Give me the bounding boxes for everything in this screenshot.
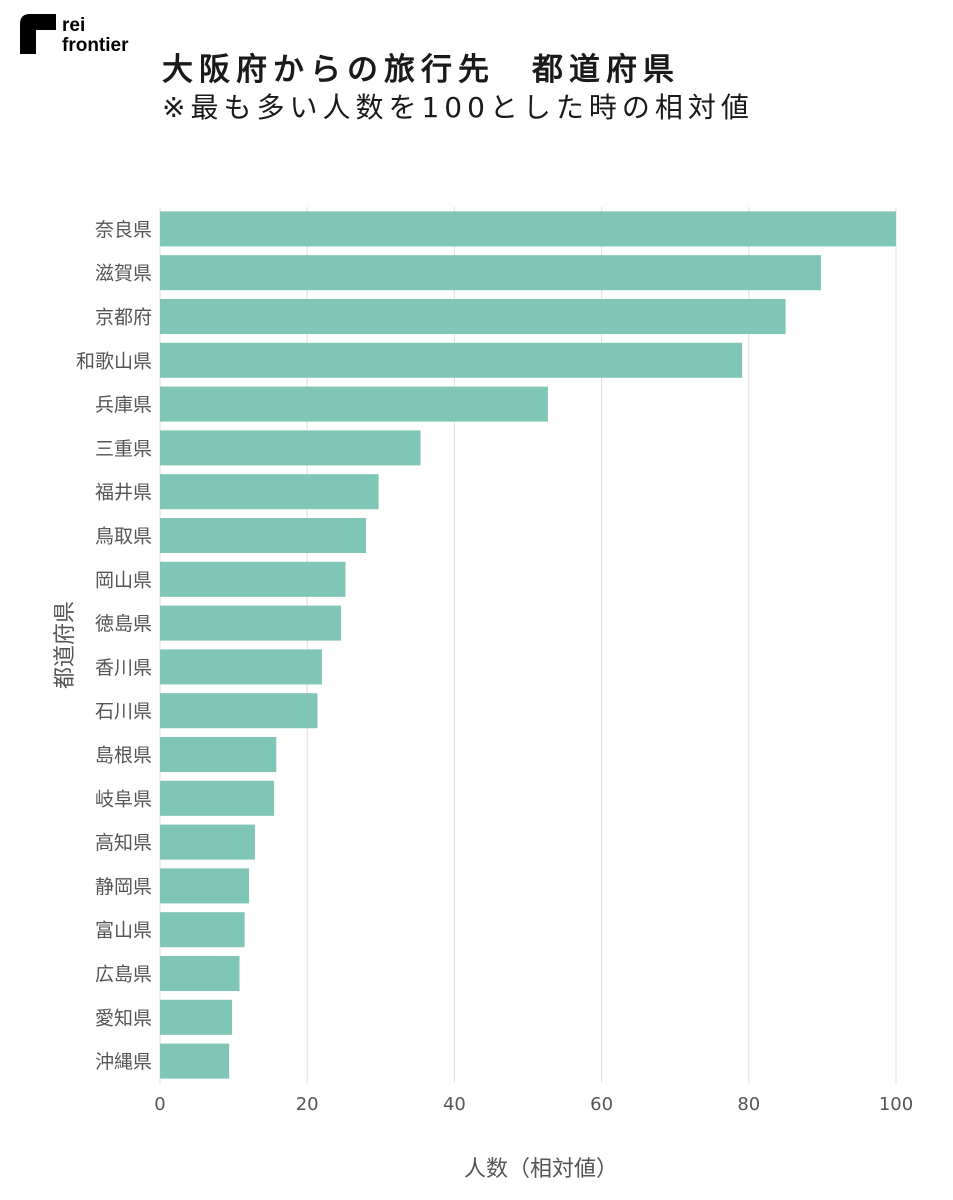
y-tick-labels: 奈良県滋賀県京都府和歌山県兵庫県三重県福井県鳥取県岡山県徳島県香川県石川県島根県… [76,219,152,1073]
y-tick-label: 三重県 [95,438,152,460]
bar-鳥取県 [160,517,367,554]
y-tick-label: 和歌山県 [76,350,152,372]
x-tick-label: 100 [879,1094,913,1115]
bar-岐阜県 [160,780,275,816]
bar-広島県 [160,955,240,992]
logo-text-frontier: frontier [62,35,129,56]
y-tick-label: 富山県 [95,920,152,942]
y-tick-label: 島根県 [95,745,152,767]
x-tick-labels: 0 20 40 60 80 100 [154,1094,913,1115]
x-tick-label: 20 [296,1094,319,1115]
y-tick-label: 静岡県 [95,876,152,898]
x-tick-label: 0 [154,1094,165,1115]
logo-text-rei: rei [62,15,85,36]
y-tick-label: 滋賀県 [95,263,152,285]
y-tick-label: 沖縄県 [95,1051,152,1073]
bar-滋賀県 [160,255,821,291]
x-tick-label: 80 [737,1094,760,1115]
y-tick-label: 石川県 [95,701,152,723]
bar-富山県 [160,912,245,948]
bar-島根県 [160,736,277,773]
bar-岡山県 [160,561,346,597]
y-tick-label: 奈良県 [95,219,152,241]
y-tick-label: 京都府 [95,307,152,329]
y-tick-label: 鳥取県 [95,526,152,548]
y-tick-label: 広島県 [95,964,152,986]
x-tick-label: 40 [443,1094,466,1115]
bar-福井県 [160,474,379,510]
y-tick-label: 福井県 [95,482,152,504]
y-axis-title: 都道府県 [53,601,78,689]
chart-title: 大阪府からの旅行先 都道府県 [162,52,680,88]
y-tick-label: 岡山県 [95,569,152,591]
bars [160,211,896,1079]
grid-lines [159,207,897,1083]
y-tick-label: 兵庫県 [95,394,152,416]
bar-徳島県 [160,605,342,641]
bar-石川県 [160,693,318,729]
y-tick-label: 香川県 [95,657,152,679]
y-tick-label: 高知県 [95,832,152,854]
bar-静岡県 [160,868,250,904]
x-axis-title: 人数（相対値） [464,1157,618,1182]
y-tick-label: 愛知県 [95,1007,152,1029]
bar-香川県 [160,649,322,685]
bar-京都府 [160,298,786,335]
y-tick-label: 徳島県 [95,613,152,635]
bar-愛知県 [160,999,233,1035]
bar-三重県 [160,430,421,466]
bar-奈良県 [160,211,896,247]
y-tick-label: 岐阜県 [95,788,152,810]
chart-subtitle: ※最も多い人数を100とした時の相対値 [162,91,754,124]
bar-沖縄県 [160,1043,230,1079]
bar-兵庫県 [160,386,548,422]
bar-和歌山県 [160,342,743,378]
rei-frontier-logo: rei frontier [20,14,129,56]
logo-mark-icon [20,14,56,54]
bar-高知県 [160,824,255,860]
x-tick-label: 60 [590,1094,613,1115]
